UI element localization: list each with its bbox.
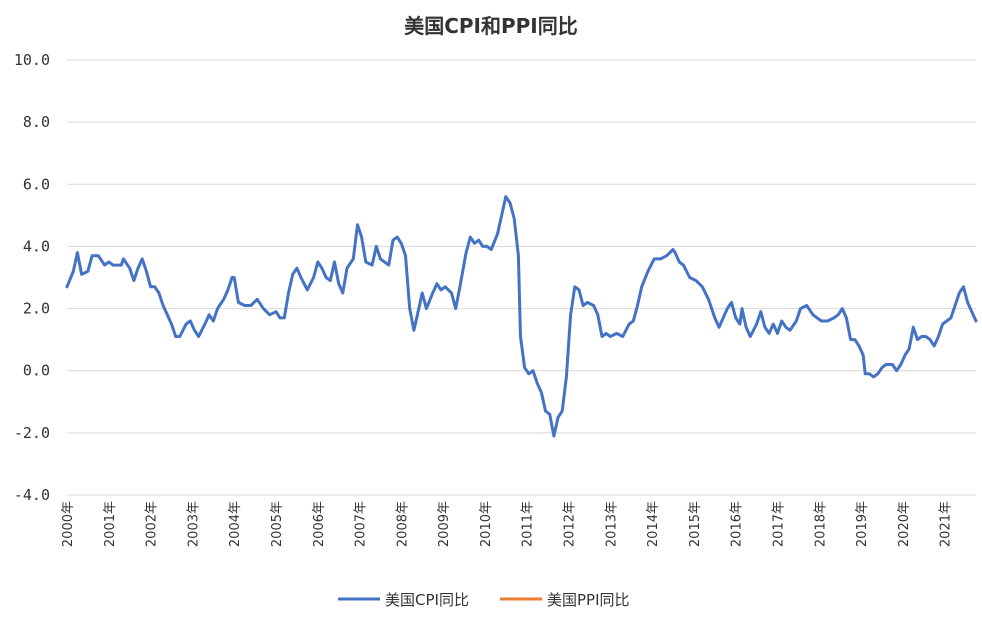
x-tick-label: 2002年 — [145, 501, 160, 547]
x-tick-label: 2003年 — [186, 501, 201, 547]
chart-title: 美国CPI和PPI同比 — [404, 14, 578, 38]
y-tick-label: 10.0 — [14, 51, 50, 69]
x-tick-label: 2008年 — [395, 501, 410, 547]
legend-label-ppi: 美国PPI同比 — [547, 591, 630, 609]
legend: 美国CPI同比 美国PPI同比 — [338, 591, 630, 609]
x-tick-label: 2001年 — [103, 501, 118, 547]
x-tick-label: 2020年 — [897, 501, 912, 547]
x-tick-label: 2006年 — [312, 501, 327, 547]
x-tick-label: 2019年 — [855, 501, 870, 547]
legend-label-cpi: 美国CPI同比 — [385, 591, 469, 609]
x-tick-label: 2009年 — [437, 501, 452, 547]
series-lines — [65, 195, 978, 438]
x-tick-label: 2013年 — [604, 501, 619, 547]
x-tick-label: 2010年 — [479, 501, 494, 547]
x-tick-label: 2005年 — [270, 501, 285, 547]
x-tick-label: 2018年 — [813, 501, 828, 547]
series-line-cpi — [65, 195, 978, 438]
x-tick-label: 2021年 — [939, 501, 954, 547]
x-tick-label: 2014年 — [646, 501, 661, 547]
x-tick-label: 2012年 — [563, 501, 578, 547]
y-axis-ticks: 10.0 8.0 6.0 4.0 2.0 0.0 -2.0 -4.0 — [14, 51, 50, 504]
y-tick-label: 8.0 — [23, 113, 50, 131]
y-tick-label: 2.0 — [23, 300, 50, 318]
y-tick-label: 6.0 — [23, 175, 50, 193]
y-tick-label: 0.0 — [23, 362, 50, 380]
y-tick-label: -4.0 — [14, 486, 50, 504]
gridlines — [67, 59, 976, 496]
x-tick-label: 2000年 — [61, 501, 76, 547]
x-tick-label: 2011年 — [521, 501, 536, 547]
x-axis-ticks: 2000年 2001年 2002年 2003年 2004年 2005年 2006年 2007年… — [61, 501, 954, 547]
x-tick-label: 2016年 — [730, 501, 745, 547]
y-tick-label: -2.0 — [14, 424, 50, 442]
x-tick-label: 2007年 — [354, 501, 369, 547]
y-tick-label: 4.0 — [23, 237, 50, 255]
x-tick-label: 2017年 — [771, 501, 786, 547]
x-tick-label: 2015年 — [688, 501, 703, 547]
x-tick-label: 2004年 — [228, 501, 243, 547]
